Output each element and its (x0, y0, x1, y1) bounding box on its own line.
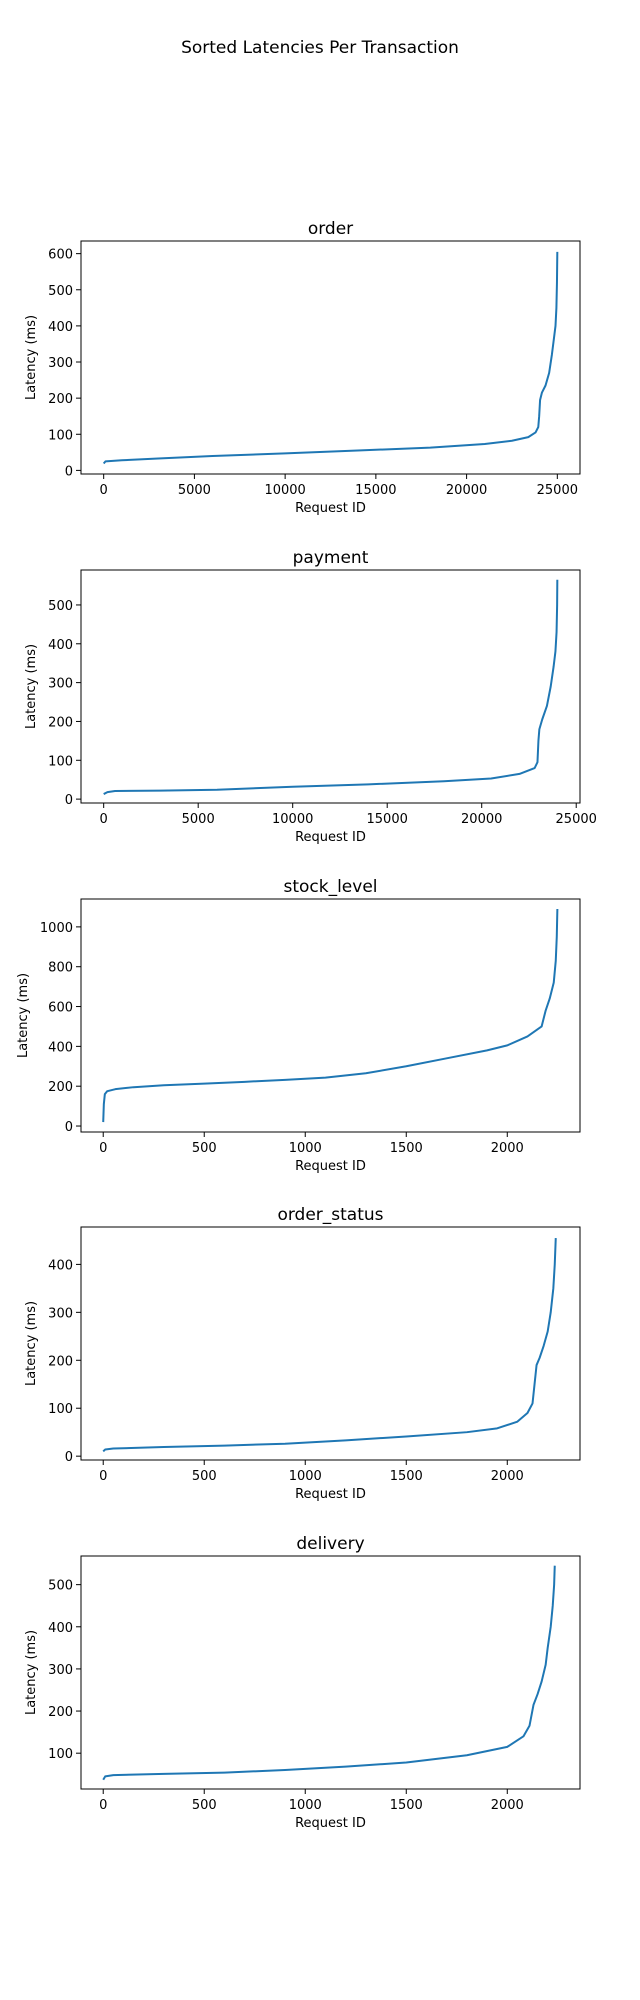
y-tick-label: 1000 (40, 921, 73, 936)
chart-title: delivery (296, 1534, 364, 1554)
y-tick-label: 400 (48, 638, 73, 653)
series-line (102, 251, 559, 465)
y-tick-label: 600 (48, 1001, 73, 1016)
y-tick-label: 100 (48, 428, 73, 443)
x-tick-label: 10000 (264, 483, 305, 498)
chart-payment: payment 0 5000 10000 15000 20000 25000 0 100 200 3… (24, 548, 597, 845)
y-axis-label: Latency (ms) (24, 1630, 39, 1715)
x-tick-label: 2000 (491, 1141, 524, 1156)
x-tick-label: 1000 (289, 1798, 322, 1813)
x-tick-label: 500 (192, 1469, 217, 1484)
x-tick-label: 1500 (390, 1141, 423, 1156)
x-tick-label: 25000 (556, 812, 597, 827)
plot-frame (80, 569, 581, 804)
x-tick-label: 0 (100, 812, 108, 827)
x-tick-label: 2000 (491, 1798, 524, 1813)
x-tick-label: 20000 (446, 483, 487, 498)
x-tick-label: 1500 (390, 1469, 423, 1484)
chart-title: order (308, 219, 353, 239)
series-line (102, 908, 559, 1123)
figure-suptitle: Sorted Latencies Per Transaction (181, 38, 459, 58)
y-axis-label: Latency (ms) (24, 1301, 39, 1386)
x-tick-label: 500 (192, 1798, 217, 1813)
y-tick-label: 0 (65, 793, 73, 808)
x-tick-label: 500 (192, 1141, 217, 1156)
y-tick-label: 200 (48, 392, 73, 407)
y-tick-label: 400 (48, 1621, 73, 1636)
x-axis-label: Request ID (295, 1159, 366, 1174)
chart-title: stock_level (283, 877, 377, 897)
x-tick-label: 0 (99, 1141, 107, 1156)
series-line (103, 579, 559, 795)
y-tick-label: 400 (48, 320, 73, 335)
x-tick-label: 25000 (537, 483, 578, 498)
y-tick-label: 400 (48, 1040, 73, 1055)
chart-title: payment (293, 548, 369, 568)
x-tick-label: 15000 (355, 483, 396, 498)
y-tick-label: 200 (48, 1080, 73, 1095)
plot-frame (80, 898, 581, 1133)
y-tick-label: 500 (48, 599, 73, 614)
x-tick-label: 15000 (367, 812, 408, 827)
y-tick-label: 300 (48, 356, 73, 371)
plot-frame (80, 1226, 581, 1461)
x-tick-label: 5000 (178, 483, 211, 498)
y-axis-label: Latency (ms) (24, 315, 39, 400)
x-tick-label: 5000 (182, 812, 215, 827)
x-tick-label: 1500 (390, 1798, 423, 1813)
y-tick-label: 500 (48, 1579, 73, 1594)
y-tick-label: 500 (48, 284, 73, 299)
plot-frame (80, 1555, 581, 1790)
series-line (102, 1237, 557, 1453)
x-tick-label: 10000 (272, 812, 313, 827)
y-tick-label: 300 (48, 1306, 73, 1321)
y-tick-label: 200 (48, 715, 73, 730)
chart-order: order 0 5000 10000 15000 20000 25000 0 100 200 300… (24, 219, 581, 516)
y-tick-label: 300 (48, 1663, 73, 1678)
y-tick-label: 400 (48, 1258, 73, 1273)
y-tick-label: 600 (48, 248, 73, 263)
y-tick-label: 800 (48, 961, 73, 976)
x-tick-label: 1000 (289, 1141, 322, 1156)
y-tick-label: 100 (48, 1747, 73, 1762)
y-tick-label: 100 (48, 754, 73, 769)
chart-order-status: order_status 0 500 1000 1500 2000 0 100 200 300 40… (24, 1205, 581, 1502)
x-tick-label: 0 (99, 1798, 107, 1813)
chart-stock-level: stock_level 0 500 1000 1500 2000 0 200 400 600 800… (16, 877, 581, 1174)
chart-title: order_status (277, 1205, 383, 1225)
plot-frame (80, 240, 581, 475)
chart-delivery: delivery 0 500 1000 1500 2000 100 200 300 400 500 R… (24, 1534, 581, 1831)
x-tick-label: 2000 (491, 1469, 524, 1484)
y-tick-label: 200 (48, 1354, 73, 1369)
y-tick-label: 0 (65, 464, 73, 479)
y-tick-label: 300 (48, 677, 73, 692)
y-tick-label: 0 (65, 1450, 73, 1465)
y-tick-label: 100 (48, 1402, 73, 1417)
x-tick-label: 1000 (289, 1469, 322, 1484)
x-axis-label: Request ID (295, 830, 366, 845)
y-axis-label: Latency (ms) (16, 973, 31, 1058)
y-tick-label: 200 (48, 1705, 73, 1720)
series-line (102, 1565, 556, 1781)
y-tick-label: 0 (65, 1120, 73, 1135)
x-axis-label: Request ID (295, 1487, 366, 1502)
x-axis-label: Request ID (295, 501, 366, 516)
x-tick-label: 0 (100, 483, 108, 498)
x-tick-label: 0 (99, 1469, 107, 1484)
x-axis-label: Request ID (295, 1816, 366, 1831)
x-tick-label: 20000 (461, 812, 502, 827)
y-axis-label: Latency (ms) (24, 644, 39, 729)
